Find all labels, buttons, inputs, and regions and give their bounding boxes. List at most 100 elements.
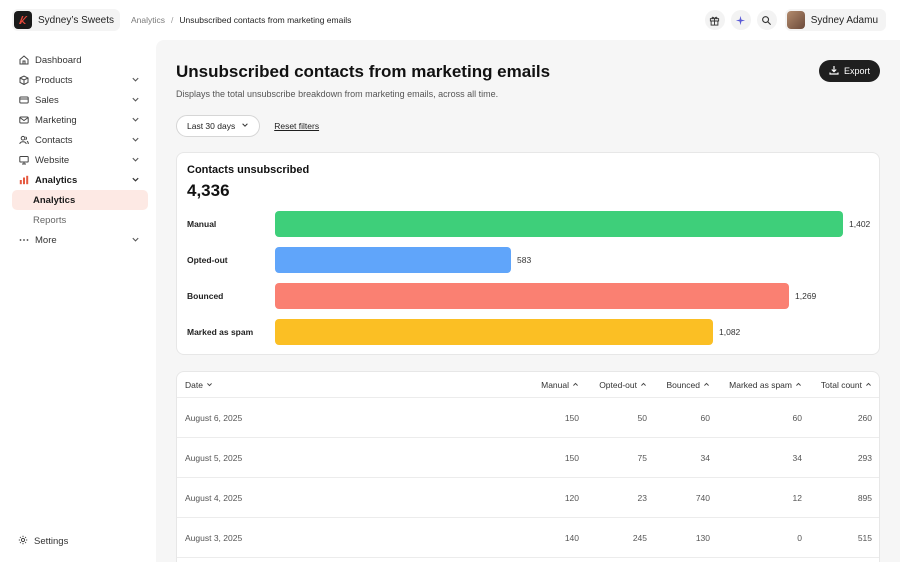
table-header: Date Manual Opted-out Bounced Marked as … — [177, 372, 879, 398]
sparkle-icon[interactable] — [730, 10, 751, 30]
mail-icon — [18, 115, 29, 126]
table-row[interactable]: August 5, 2025 150 75 34 34 293 — [177, 438, 879, 478]
bar-label: Bounced — [187, 291, 224, 301]
bar-row: Opted-out 583 — [177, 247, 881, 273]
sidebar: Dashboard Products Sales Marketing Conta… — [0, 40, 156, 562]
sidebar-item-marketing[interactable]: Marketing — [12, 110, 148, 130]
table-cell: 12 — [792, 492, 802, 503]
table-body: August 6, 2025 150 50 60 60 260 August 5, 2025… — [177, 398, 879, 558]
sidebar-subitem-label: Analytics — [33, 194, 76, 206]
date-range-select[interactable]: Last 30 days — [176, 115, 261, 137]
chevron-down-icon — [241, 121, 249, 131]
column-label: Marked as spam — [729, 379, 792, 390]
bar-value-label: 583 — [517, 255, 532, 265]
breadcrumb-parent[interactable]: Analytics — [131, 15, 166, 25]
column-header-marked-as-spam[interactable]: Marked as spam — [729, 380, 802, 390]
sidebar-item-label: Dashboard — [35, 54, 82, 66]
bar[interactable] — [275, 211, 843, 237]
bar-label: Marked as spam — [187, 327, 254, 337]
table-cell: August 6, 2025 — [185, 412, 243, 423]
sidebar-item-label: Sales — [35, 94, 59, 106]
user-menu[interactable]: Sydney Adamu — [784, 9, 886, 31]
bar[interactable] — [275, 319, 713, 345]
sidebar-item-label: More — [35, 234, 57, 246]
table-cell: 0 — [797, 532, 802, 543]
chevron-down-icon — [131, 95, 140, 107]
bar-label: Manual — [187, 219, 217, 229]
bar[interactable] — [275, 247, 511, 273]
users-icon — [18, 135, 29, 146]
table-cell: 740 — [695, 492, 710, 503]
bar[interactable] — [275, 283, 789, 309]
chevron-up-icon — [640, 380, 647, 390]
monitor-icon — [18, 155, 29, 166]
box-icon — [18, 75, 29, 86]
chevron-down-icon — [131, 115, 140, 127]
sidebar-item-sales[interactable]: Sales — [12, 90, 148, 110]
bar-value-label: 1,082 — [719, 327, 741, 337]
sidebar-item-contacts[interactable]: Contacts — [12, 130, 148, 150]
filters: Last 30 days Reset filters — [176, 115, 319, 137]
sidebar-item-analytics[interactable]: Analytics — [12, 170, 148, 190]
column-label: Bounced — [666, 379, 700, 390]
column-header-bounced[interactable]: Bounced — [666, 380, 710, 390]
brand-logo — [14, 11, 32, 29]
sidebar-item-label: Website — [35, 154, 70, 166]
sidebar-subitem-analytics[interactable]: Analytics — [12, 190, 148, 210]
user-name: Sydney Adamu — [810, 14, 878, 26]
main-content: Unsubscribed contacts from marketing ema… — [156, 40, 900, 562]
search-icon[interactable] — [756, 10, 777, 30]
table-cell: 895 — [857, 492, 872, 503]
column-header-total-count[interactable]: Total count — [821, 380, 872, 390]
chevron-down-icon — [131, 155, 140, 167]
gift-icon[interactable] — [704, 10, 725, 30]
table-cell: 130 — [695, 532, 710, 543]
brand-switcher[interactable]: Sydney’s Sweets — [12, 9, 120, 31]
avatar — [786, 11, 805, 29]
column-header-manual[interactable]: Manual — [541, 380, 579, 390]
bar-value-label: 1,269 — [795, 291, 817, 301]
table-cell: 50 — [637, 412, 647, 423]
table-cell: 75 — [637, 452, 647, 463]
chevron-up-icon — [703, 380, 710, 390]
settings-label: Settings — [34, 536, 69, 547]
bar-row: Marked as spam 1,082 — [177, 319, 881, 345]
table-cell: 120 — [564, 492, 579, 503]
table-cell: August 3, 2025 — [185, 532, 243, 543]
table-cell: 23 — [637, 492, 647, 503]
sidebar-item-dashboard[interactable]: Dashboard — [12, 50, 148, 70]
table-cell: 34 — [792, 452, 802, 463]
chevron-down-icon — [131, 235, 140, 247]
page-title: Unsubscribed contacts from marketing ema… — [176, 62, 551, 81]
sidebar-item-products[interactable]: Products — [12, 70, 148, 90]
sidebar-item-label: Marketing — [35, 114, 77, 126]
sidebar-item-more[interactable]: More — [12, 230, 148, 250]
top-actions: Sydney Adamu — [704, 9, 886, 31]
table-cell: 515 — [857, 532, 872, 543]
chevron-up-icon — [572, 380, 579, 390]
sidebar-item-label: Contacts — [35, 134, 73, 146]
date-range-label: Last 30 days — [187, 121, 236, 131]
gear-icon — [18, 535, 28, 548]
card-icon — [18, 95, 29, 106]
download-icon — [829, 65, 839, 77]
sidebar-subitem-reports[interactable]: Reports — [12, 210, 148, 230]
column-header-opted-out[interactable]: Opted-out — [599, 380, 647, 390]
export-button[interactable]: Export — [818, 60, 880, 82]
column-label: Opted-out — [599, 379, 637, 390]
column-label: Manual — [541, 379, 569, 390]
chevron-up-icon — [865, 380, 872, 390]
chevron-down-icon — [206, 380, 213, 390]
page-subtitle: Displays the total unsubscribe breakdown… — [176, 89, 499, 99]
table-row[interactable]: August 4, 2025 120 23 740 12 895 — [177, 478, 879, 518]
table-cell: 60 — [792, 412, 802, 423]
chart-card: Contacts unsubscribed 4,336 Manual 1,402 O… — [176, 152, 880, 355]
column-header-date[interactable]: Date — [185, 380, 213, 390]
reset-filters-link[interactable]: Reset filters — [274, 121, 320, 131]
table-row[interactable]: August 6, 2025 150 50 60 60 260 — [177, 398, 879, 438]
data-table: Date Manual Opted-out Bounced Marked as … — [176, 371, 880, 562]
column-label: Total count — [820, 379, 862, 390]
sidebar-item-settings[interactable]: Settings — [18, 535, 68, 548]
sidebar-item-website[interactable]: Website — [12, 150, 148, 170]
table-row[interactable]: August 3, 2025 140 245 130 0 515 — [177, 518, 879, 558]
